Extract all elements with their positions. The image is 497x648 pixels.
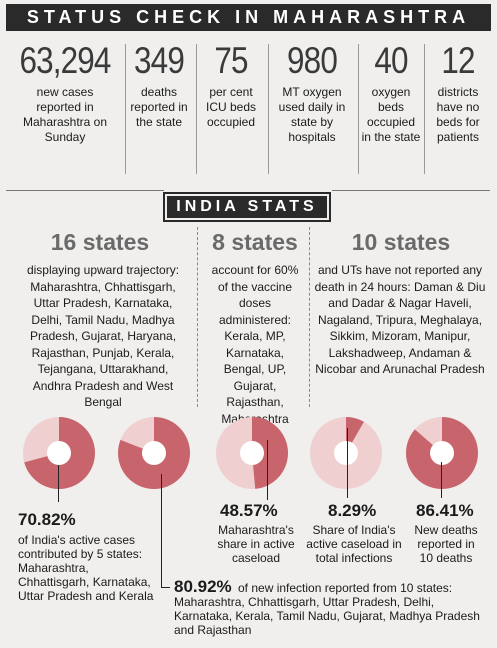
pct-70: 70.82% <box>18 510 76 529</box>
caption-86: New deaths reported in 10 deaths <box>414 523 478 565</box>
heading-8-states: 8 states <box>212 229 298 255</box>
pointer-line <box>161 587 170 588</box>
pointer-line <box>441 462 442 498</box>
donut-new-deaths <box>406 417 478 489</box>
caption-8: Share of India's active caseload in tota… <box>306 523 402 565</box>
divider <box>268 44 269 174</box>
donut-hole <box>142 441 166 465</box>
pointer-line <box>161 474 162 587</box>
donut-maharashtra-share <box>216 417 288 489</box>
pct-80: 80.92% <box>174 577 232 596</box>
pointer-line <box>267 440 268 500</box>
donut-hole <box>240 441 264 465</box>
donut-new-infection-10-states <box>118 417 190 489</box>
donut-hole <box>47 441 71 465</box>
donut-share-slice <box>252 417 288 489</box>
text-16-states: displaying upward trajectory: Maharashtr… <box>26 263 180 409</box>
stat-value: 63,294 <box>19 40 111 81</box>
stat-icu: 75 per cent ICU beds occupied <box>200 42 262 130</box>
india-banner: INDIA STATS <box>163 192 331 222</box>
caption-80: of new infection reported from 10 states… <box>174 581 480 637</box>
pointer-line <box>58 465 59 502</box>
pct-86: 86.41% <box>416 501 474 520</box>
stat-value: 12 <box>441 40 475 81</box>
rule <box>6 190 164 191</box>
stat-oxygen: 980 MT oxygen used daily in state by hos… <box>270 42 354 145</box>
stat-deaths: 349 deaths reported in the state <box>128 42 190 130</box>
stat-new-cases: 63,294 new cases reported in Maharashtra… <box>10 42 120 145</box>
donut-active-cases-5-states <box>23 417 95 489</box>
pointer-line <box>347 428 348 498</box>
divider <box>196 44 197 174</box>
heading-10-states: 10 states <box>351 229 451 255</box>
rule <box>332 190 490 191</box>
divider <box>197 227 199 407</box>
divider <box>309 227 311 407</box>
divider <box>125 44 126 174</box>
stat-label: MT oxygen used daily in state by hospita… <box>278 85 346 144</box>
pct-48: 48.57% <box>220 501 278 520</box>
text-10-states: and UTs have not reported any death in 2… <box>314 263 486 376</box>
stat-value: 349 <box>134 40 185 81</box>
divider <box>358 44 359 174</box>
stat-value: 40 <box>374 40 408 81</box>
caption-48: Maharashtra's share in active caseload <box>217 523 295 565</box>
stat-districts: 12 districts have no beds for patients <box>427 42 489 145</box>
stat-label: new cases reported in Maharashtra on Sun… <box>22 85 108 144</box>
heading-16-states: 16 states <box>50 229 150 255</box>
stat-label: per cent ICU beds occupied <box>205 85 257 129</box>
caption-70: of India's active cases contributed by 5… <box>18 533 154 603</box>
stat-oxygen-beds: 40 oxygen beds occupied in the state <box>361 42 421 145</box>
divider <box>424 44 425 174</box>
pct-8: 8.29% <box>328 501 377 520</box>
donut-hole <box>430 441 454 465</box>
donut-hole <box>334 441 358 465</box>
stat-value: 980 <box>287 40 338 81</box>
stat-label: districts have no beds for patients <box>436 85 480 144</box>
text-8-states: account for 60% of the vaccine doses adm… <box>211 263 299 426</box>
status-banner: STATUS CHECK IN MAHARASHTRA <box>6 4 491 31</box>
stat-label: oxygen beds occupied in the state <box>361 85 421 144</box>
stat-value: 75 <box>214 40 248 81</box>
stat-label: deaths reported in the state <box>130 85 188 129</box>
donut-share-total-infections <box>310 417 382 489</box>
